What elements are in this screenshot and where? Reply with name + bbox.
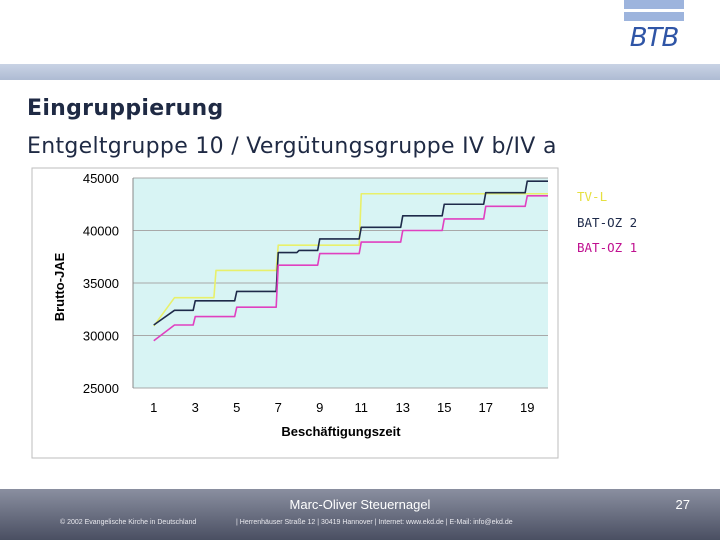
y-tick-label: 40000 [83,224,119,239]
x-tick-label: 13 [396,400,410,415]
series-line-bat-oz-1 [153,195,548,342]
header-band [0,64,720,80]
x-tick-label: 7 [275,400,282,415]
legend-label-tv-l: TV-L [577,189,607,204]
logo-text: BTB [629,23,680,53]
y-tick-label: 25000 [83,381,119,396]
logo-bar [624,12,684,21]
x-tick-label: 15 [437,400,451,415]
series-line-tv-l [153,192,548,327]
y-tick-label: 45000 [83,171,119,186]
y-axis-label: Brutto-JAE [52,252,67,321]
x-tick-label: 1 [150,400,157,415]
presenter-name: Marc-Oliver Steuernagel [289,497,431,512]
page-title: Eingruppierung [27,96,224,121]
x-tick-label: 19 [520,400,534,415]
footer-bar: Marc-Oliver Steuernagel 27 © 2002 Evange… [0,489,720,540]
page-subtitle: Entgeltgruppe 10 / Vergütungsgruppe IV b… [27,134,557,159]
x-tick-label: 9 [316,400,323,415]
page-number: 27 [675,497,690,512]
x-tick-label: 5 [233,400,240,415]
copyright-text: © 2002 Evangelische Kirche in Deutschlan… [60,519,197,526]
logo-bar [624,0,684,9]
series-line-bat-oz-2 [153,180,548,326]
x-tick-label: 3 [192,400,199,415]
btb-logo: BTB [624,0,684,52]
legend-label-bat-oz-1: BAT-OZ 1 [577,240,637,255]
contact-text: | Herrenhäuser Straße 12 | 30419 Hannove… [236,519,513,526]
x-tick-label: 11 [355,400,369,415]
x-tick-label: 17 [479,400,493,415]
y-tick-label: 35000 [83,276,119,291]
y-tick-label: 30000 [83,329,119,344]
x-axis-label: Beschäftigungszeit [281,424,401,439]
legend-label-bat-oz-2: BAT-OZ 2 [577,215,637,230]
